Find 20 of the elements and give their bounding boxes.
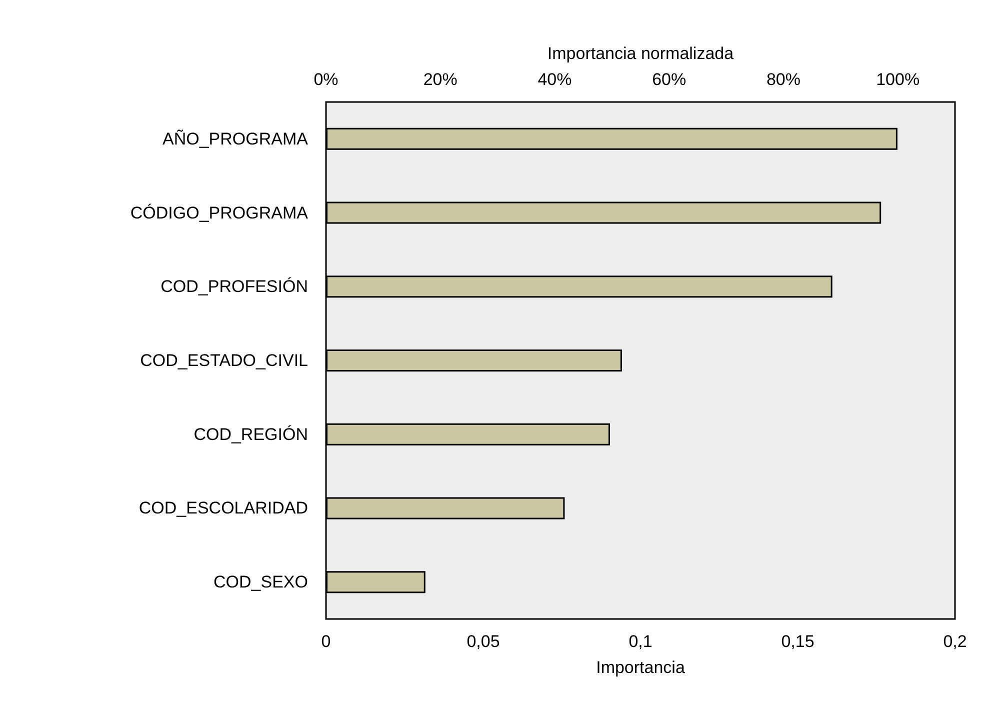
x-tick-label: 0,15 [781,632,814,651]
x2-tick-label: 80% [766,70,800,89]
y-tick-label: COD_PROFESIÓN [160,277,308,296]
y-tick-label: COD_SEXO [214,572,308,592]
y-tick-label: AÑO_PROGRAMA [162,129,309,148]
x-tick-label: 0,2 [943,632,967,651]
y-tick-label: COD_ESCOLARIDAD [138,498,308,518]
x-tick-label: 0,05 [466,632,500,651]
x2-tick-label: 60% [652,70,686,89]
y-tick-label: COD_ESTADO_CIVIL [140,351,308,370]
y-tick-label: COD_REGIÓN [194,424,308,444]
y-tick-label: CÓDIGO_PROGRAMA [130,203,309,222]
x-tick-label: 0 [321,632,331,651]
x-tick-label: 0,1 [628,632,652,651]
x-axis-title: Importancia [596,658,686,677]
x2-tick-label: 100% [876,70,920,89]
x2-tick-label: 0% [314,70,338,89]
x2-axis-title: Importancia normalizada [547,44,734,63]
x2-tick-label: 40% [538,70,572,89]
x2-tick-label: 20% [423,70,458,89]
